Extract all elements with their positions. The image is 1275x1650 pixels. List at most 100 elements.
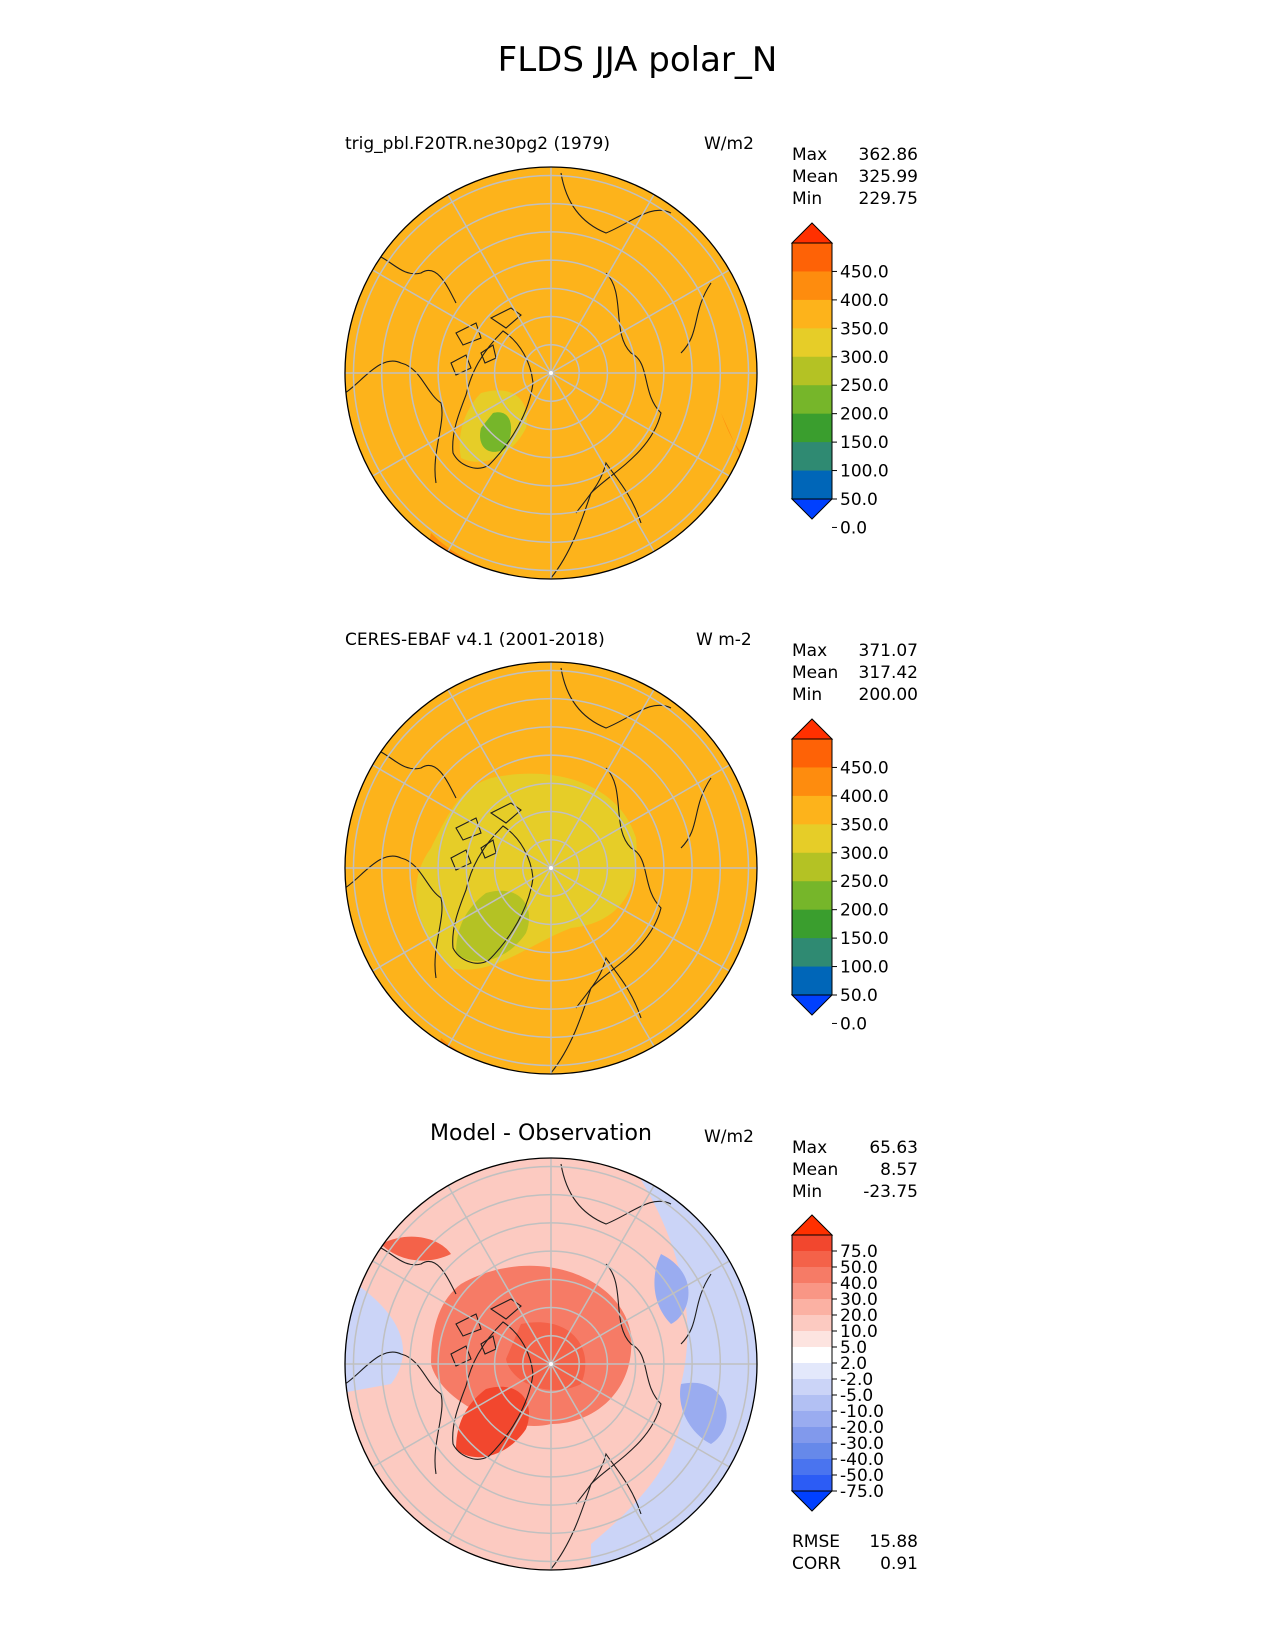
meridian-line: [550, 1185, 655, 1365]
panel2-stats: Max 371.07 Mean 317.42 Min 200.00: [792, 640, 918, 706]
colorbar-tick-label: 150.0: [840, 929, 889, 949]
panel2-stat-max: Max 371.07: [792, 641, 918, 661]
meridian-line: [372, 372, 552, 477]
colorbar-tick-label: 40.0: [840, 1274, 878, 1294]
panel2-colorbar: 450.0 400.0 350.0 300.0 250.0 200.0 150.0 100.0…: [790, 718, 889, 1034]
colorbar-tick-label: -2.0: [840, 1370, 873, 1390]
panel1-title: trig_pbl.F20TR.ne30pg2 (1979): [345, 134, 610, 154]
meridian-line: [550, 372, 655, 552]
colorbar-tick-label: 450.0: [840, 262, 889, 282]
colorbar-tick-label: -10.0: [840, 1402, 884, 1422]
panel3-map: [344, 1157, 758, 1571]
colorbar-segment: [792, 413, 832, 443]
colorbar-segment: [792, 1395, 832, 1412]
coastline: [345, 747, 457, 979]
meridian-line: [550, 867, 730, 972]
colorbar-tick-label: 50.0: [840, 490, 878, 510]
meridian-line: [372, 867, 552, 972]
meridian-line: [550, 867, 655, 1047]
colorbar-tick-label: 250.0: [840, 376, 889, 396]
colorbar-tick-label: 30.0: [840, 1290, 878, 1310]
panel2-map: [344, 661, 758, 1075]
colorbar-tick-label: 75.0: [840, 1242, 878, 1262]
colorbar-segment: [792, 243, 832, 272]
coastline: [575, 461, 642, 524]
panel1-units: W/m2: [704, 134, 754, 154]
colorbar-segment: [792, 1363, 832, 1380]
colorbar-extend-bottom: [790, 994, 834, 1016]
colorbar-tick-label: 350.0: [840, 319, 889, 339]
colorbar-tick-label: 200.0: [840, 901, 889, 921]
colorbar-extend-bottom: [790, 498, 834, 520]
colorbar-tick-label: -30.0: [840, 1434, 884, 1454]
colorbar-segment: [792, 1427, 832, 1444]
colorbar-tick-label: 50.0: [840, 1258, 878, 1278]
panel2-units: W m-2: [696, 630, 752, 650]
panel3-metrics: RMSE 15.88 CORR 0.91: [792, 1531, 918, 1575]
colorbar-tick-label: -75.0: [840, 1482, 884, 1502]
colorbar-segment: [792, 824, 832, 854]
coastline: [345, 1243, 457, 1475]
colorbar-tick-label: 20.0: [840, 1306, 878, 1326]
meridian-line: [372, 764, 552, 869]
meridian-line: [372, 1260, 552, 1365]
colorbar-tick-label: -5.0: [840, 1386, 873, 1406]
coastline: [450, 802, 522, 871]
pole-marker: [549, 1362, 553, 1366]
colorbar-tick-label: 400.0: [840, 787, 889, 807]
panel3-stat-min: Min -23.75: [792, 1182, 918, 1202]
map-border: [344, 661, 758, 1075]
colorbar-segment: [792, 938, 832, 968]
colorbar-segment: [792, 328, 832, 358]
colorbar-tick-label: 450.0: [840, 758, 889, 778]
colorbar-segment: [792, 271, 832, 301]
panel3-metric-corr: CORR 0.91: [792, 1554, 918, 1574]
panel1-stat-mean: Mean 325.99: [792, 167, 918, 187]
meridian-line: [372, 1363, 552, 1468]
field-region-greenland-core: [480, 412, 512, 452]
colorbar-tick-label: 0.0: [840, 518, 867, 538]
panel1-colorbar: 450.0 400.0 350.0 300.0 250.0 200.0 150.0 100.0…: [790, 222, 889, 538]
colorbar-segment: [792, 795, 832, 825]
panel3-metric-rmse: RMSE 15.88: [792, 1532, 918, 1552]
panel1-stats: Max 362.86 Mean 325.99 Min 229.75: [792, 144, 918, 210]
colorbar-frame: [791, 738, 833, 996]
colorbar-tick-label: 10.0: [840, 1322, 878, 1342]
colorbar-tick-label: -20.0: [840, 1418, 884, 1438]
meridian-line: [447, 194, 552, 374]
colorbar-extend-top: [790, 718, 834, 740]
colorbar-segment: [792, 1299, 832, 1316]
coastline: [575, 956, 642, 1019]
panel1-stat-max: Max 362.86: [792, 145, 918, 165]
panel2-title: CERES-EBAF v4.1 (2001-2018): [345, 630, 605, 650]
colorbar-segment: [792, 1443, 832, 1460]
colorbar-segment: [792, 385, 832, 415]
colorbar-tick-label: 5.0: [840, 1338, 867, 1358]
colorbar-frame: [791, 242, 833, 500]
panel3-stats: Max 65.63 Mean 8.57 Min -23.75: [792, 1137, 918, 1203]
colorbar-tick-label: 250.0: [840, 872, 889, 892]
colorbar-segment: [792, 299, 832, 329]
colorbar-tick-label: 100.0: [840, 462, 889, 482]
figure-title: FLDS JJA polar_N: [497, 40, 778, 80]
colorbar-segment: [792, 1267, 832, 1284]
colorbar-segment: [792, 1475, 832, 1492]
panel2-stat-mean: Mean 317.42: [792, 663, 918, 683]
colorbar-segment: [792, 356, 832, 386]
colorbar-extend-bottom: [790, 1490, 834, 1512]
coastline: [345, 252, 457, 484]
colorbar-segment: [792, 1347, 832, 1364]
meridian-line: [550, 689, 655, 869]
colorbar-tick-label: 200.0: [840, 405, 889, 425]
meridian-line: [550, 194, 655, 374]
colorbar-segment: [792, 852, 832, 882]
colorbar-tick-label: -50.0: [840, 1466, 884, 1486]
colorbar-tick-label: 100.0: [840, 958, 889, 978]
colorbar-tick-label: 300.0: [840, 844, 889, 864]
coastline: [575, 1452, 642, 1515]
colorbar-segment: [792, 881, 832, 911]
meridian-line: [550, 269, 730, 374]
meridian-line: [550, 372, 730, 477]
coastline: [450, 307, 522, 376]
